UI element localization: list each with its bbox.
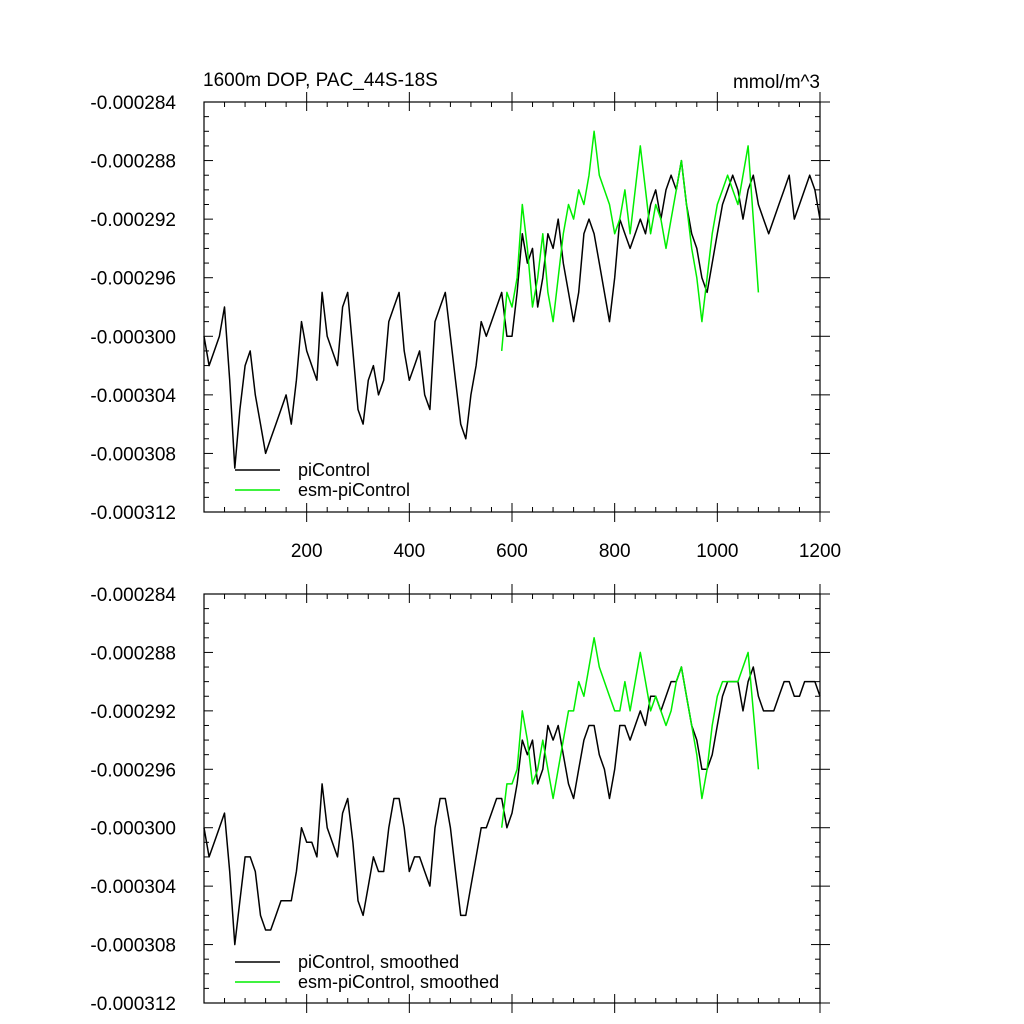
x-tick-label: 400 <box>393 541 425 562</box>
legend-label: esm-piControl, smoothed <box>298 972 499 992</box>
chart-title: 1600m DOP, PAC_44S-18S <box>203 70 438 91</box>
y-tick-label: -0.000312 <box>90 994 176 1015</box>
y-tick-label: -0.000288 <box>90 152 176 173</box>
y-tick-label: -0.000300 <box>90 819 176 840</box>
x-tick-label: 1200 <box>799 541 841 562</box>
series-line-picontrol-smoothed <box>203 666 821 946</box>
y-tick-label: -0.000308 <box>90 444 176 465</box>
x-tick-label: 800 <box>599 541 631 562</box>
units-label: mmol/m^3 <box>733 72 820 93</box>
y-tick-label: -0.000308 <box>90 936 176 957</box>
bottom-plot-panel: -0.000284 -0.000288 -0.000292 -0.000296 -0.0… <box>90 584 830 1015</box>
x-tick-label: 600 <box>496 541 528 562</box>
legend-label: esm-piControl <box>298 480 410 500</box>
y-tick-label: -0.000284 <box>90 585 176 606</box>
y-tick-label: -0.000312 <box>90 503 176 524</box>
y-tick-label: -0.000296 <box>90 269 176 290</box>
legend-label: piControl <box>298 460 370 480</box>
y-tick-label: -0.000284 <box>90 93 176 114</box>
series-line-esm-picontrol <box>500 130 760 351</box>
y-tick-label: -0.000288 <box>90 643 176 664</box>
y-tick-label: -0.000292 <box>90 210 176 231</box>
y-tick-label: -0.000300 <box>90 327 176 348</box>
y-tick-label: -0.000296 <box>90 760 176 781</box>
series-line-esm-picontrol-smoothed <box>500 637 760 828</box>
y-tick-label: -0.000304 <box>90 877 176 898</box>
series-line-picontrol <box>203 159 821 469</box>
x-tick-label: 1000 <box>696 541 738 562</box>
y-tick-label: -0.000304 <box>90 386 176 407</box>
legend-label: piControl, smoothed <box>298 952 459 972</box>
y-tick-label: -0.000292 <box>90 702 176 723</box>
x-tick-label: 200 <box>291 541 323 562</box>
top-plot-panel: 200 400 600 800 1000 1200 -0.000284 -0.000288 -0… <box>90 92 841 562</box>
